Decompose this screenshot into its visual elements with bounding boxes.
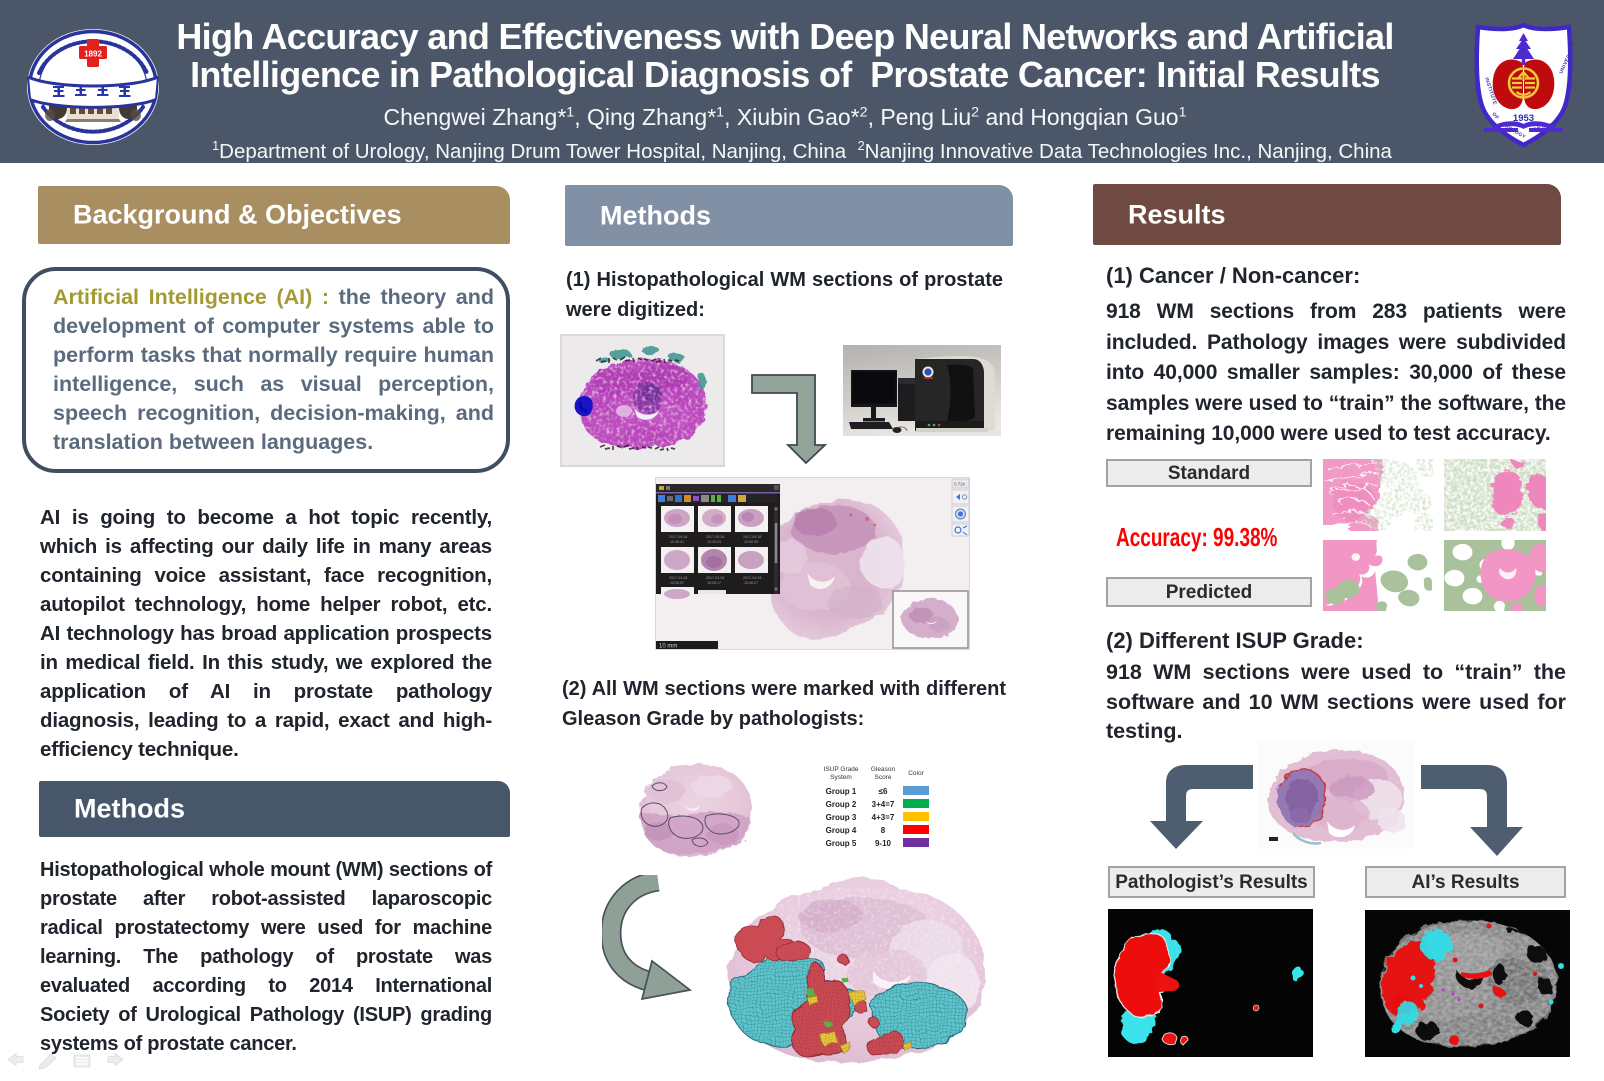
svg-text:Group 5: Group 5 (826, 839, 857, 848)
svg-text:2017-04-28: 2017-04-28 (669, 576, 687, 580)
svg-text:10:50:39: 10:50:39 (744, 540, 758, 544)
svg-text:3+4=7: 3+4=7 (872, 800, 895, 809)
svg-text:Score: Score (875, 774, 892, 781)
svg-text:1953: 1953 (1513, 113, 1534, 124)
svg-text:10:43:03: 10:43:03 (707, 540, 721, 544)
svg-text:4+3=7: 4+3=7 (872, 813, 895, 822)
svg-text:0.72x: 0.72x (954, 482, 966, 487)
svg-text:System: System (830, 774, 852, 781)
svg-text:OF: OF (1490, 111, 1499, 121)
svg-text:Color: Color (908, 770, 924, 777)
svg-text:Gleason: Gleason (871, 766, 896, 773)
svg-text:9-10: 9-10 (875, 839, 892, 848)
svg-text:Group 1: Group 1 (826, 787, 857, 796)
svg-text:Group 3: Group 3 (826, 813, 857, 822)
svg-text:8: 8 (881, 826, 886, 835)
svg-text:2017-04-28: 2017-04-28 (743, 576, 761, 580)
svg-text:≤6: ≤6 (879, 787, 888, 796)
svg-text:2017-09-18: 2017-09-18 (743, 535, 761, 539)
svg-text:1892: 1892 (84, 50, 102, 59)
svg-text:ISUP Grade: ISUP Grade (824, 766, 859, 773)
svg-text:2017-09-18: 2017-09-18 (706, 535, 724, 539)
svg-text:10:45:41: 10:45:41 (670, 540, 684, 544)
svg-text:10 mm: 10 mm (659, 644, 677, 650)
svg-text:Group 2: Group 2 (826, 800, 857, 809)
svg-text:15:26:17: 15:26:17 (707, 581, 721, 585)
svg-text:15:46:27: 15:46:27 (744, 581, 758, 585)
svg-text:Group 4: Group 4 (826, 826, 857, 835)
svg-text:15:30:57: 15:30:57 (670, 581, 684, 585)
svg-text:2017-09-18: 2017-09-18 (669, 535, 687, 539)
svg-text:2017-04-28: 2017-04-28 (706, 576, 724, 580)
